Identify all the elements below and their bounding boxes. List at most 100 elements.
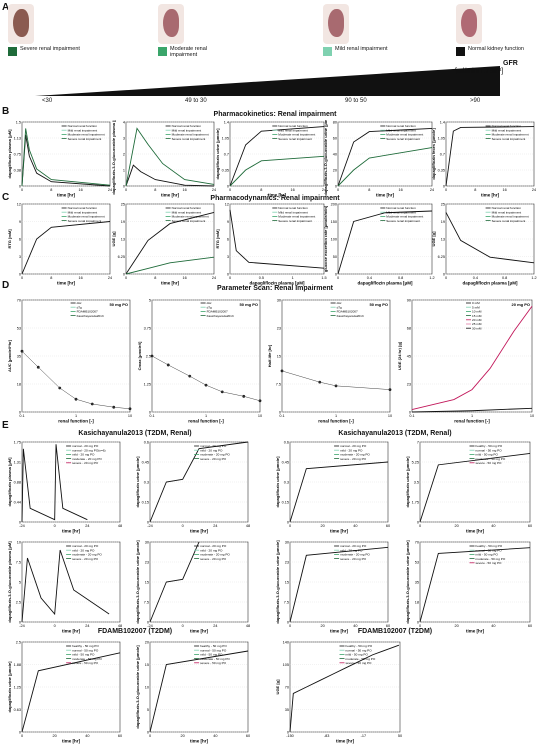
x-tick-label: 0.1: [279, 414, 284, 418]
legend-label: mild - 50 mg PO: [72, 653, 95, 657]
series-line: [149, 541, 200, 623]
legend-label: Kasichayanula2013: [77, 314, 104, 318]
legend-label: Moderate renal impairment: [172, 133, 209, 137]
gfr-range-normal: >90: [470, 98, 481, 104]
y-tick-label: 0: [227, 273, 229, 277]
x-tick-label: 0: [21, 276, 23, 280]
legend-label: Mild renal impairment: [492, 128, 522, 132]
series-line: [411, 407, 533, 413]
legend-label: FDAMB102007: [77, 310, 98, 314]
y-tick-label: 80: [333, 121, 337, 125]
y-tick-label: 0: [443, 185, 445, 189]
panel-e-title-1: Kasichayanula2013 (T2DM, Renal): [78, 430, 192, 437]
stage-label: Severe renal impairment: [20, 46, 80, 52]
gfr-range-moderate: 49 to 30: [185, 98, 207, 104]
x-tick-label: 8: [260, 188, 262, 192]
x-axis-label: dapagliflozin plasma [μM]: [462, 281, 518, 286]
legend-label: 10 mM: [472, 310, 482, 314]
series-line: [125, 256, 215, 275]
y-tick-label: 0.3: [284, 481, 289, 485]
legend-label: Moderate renal impairment: [492, 215, 529, 219]
y-axis-label: dapagliflozin-3-O-glucuronide urine [μmo…: [324, 120, 328, 196]
x-tick-label: 48: [246, 624, 250, 628]
x-axis-label: time [hr]: [190, 629, 209, 634]
dose-annotation: 50 mg PO: [370, 302, 388, 307]
x-tick-label: 1: [75, 414, 77, 418]
x-axis-label: time [hr]: [376, 193, 395, 198]
stage-color-swatch: [8, 47, 17, 56]
kidney-illustration: [158, 4, 184, 44]
y-tick-label: 25: [441, 203, 445, 207]
legend-label: Normal renal function: [68, 206, 98, 210]
y-tick-label: 20: [145, 641, 149, 645]
data-point: [388, 388, 392, 391]
y-tick-label: 0: [287, 731, 289, 735]
y-tick-label: 105: [283, 663, 289, 667]
y-axis-label: dapagliflozin-3-O-glucuronide urine [μmo…: [276, 540, 280, 624]
x-tick-label: 48: [118, 524, 122, 528]
x-tick-label: 1.2: [429, 276, 434, 280]
series-line: [411, 305, 533, 410]
x-axis-label: time [hr]: [330, 629, 349, 634]
kidney-icon: [328, 9, 344, 37]
series-line: [445, 126, 535, 187]
legend-label: Normal renal function: [386, 206, 416, 210]
chart-e-24: 0 35 70 105 140 -150 -83 -17 50 time [hr] UGE [g] h…: [276, 641, 402, 744]
x-tick-label: 0: [289, 624, 291, 628]
y-tick-label: 5.25: [412, 461, 419, 465]
x-tick-label: 0.4: [473, 276, 478, 280]
y-tick-label: 23: [277, 327, 281, 331]
x-tick-label: 8: [368, 188, 370, 192]
series-line: [125, 127, 215, 187]
y-tick-label: 9: [227, 220, 229, 224]
y-tick-label: 3.5: [414, 481, 419, 485]
y-tick-label: 0: [417, 521, 419, 525]
legend-label: normal - 20 mg PO: [340, 544, 367, 548]
x-tick-label: 24: [532, 188, 536, 192]
y-tick-label: 30: [277, 299, 281, 303]
y-tick-label: 13: [441, 238, 445, 242]
x-tick-label: 1: [471, 414, 473, 418]
y-tick-label: 15: [145, 663, 149, 667]
x-tick-label: 24: [322, 188, 326, 192]
y-tick-label: 0: [335, 273, 337, 277]
y-tick-label: 9: [19, 220, 21, 224]
legend-label: Mild renal impairment: [278, 128, 308, 132]
legend-label: moderate - 50 mg PO: [476, 557, 506, 561]
series-line: [289, 546, 389, 623]
y-tick-label: 5: [149, 299, 151, 303]
y-axis-label: dapagliflozin-3-O-glucuronide urine [μmo…: [406, 540, 410, 624]
y-axis-label: dapagliflozin plasma [μM]: [8, 457, 12, 507]
y-tick-label: 6.25: [118, 255, 125, 259]
kidney-icon: [13, 9, 29, 37]
x-tick-label: 24: [108, 276, 112, 280]
legend-label: Mild renal impairment: [68, 210, 98, 214]
kidney-icon: [461, 9, 477, 37]
series-line: [337, 147, 433, 187]
legend-label: mild - 20 mg PO: [72, 548, 95, 552]
x-tick-label: 16: [79, 188, 83, 192]
legend-label: Severe renal impairment: [386, 219, 420, 223]
x-tick-label: 10: [128, 414, 132, 418]
x-tick-label: 0: [229, 188, 231, 192]
y-axis-label: UGE [g]: [432, 231, 436, 247]
legend-label: Severe renal impairment: [172, 219, 206, 223]
y-tick-label: 1.25: [144, 383, 151, 387]
legend-label: normal - 20 mg PO: [72, 544, 99, 548]
x-tick-label: 24: [85, 524, 89, 528]
x-tick-label: 48: [118, 624, 122, 628]
legend-label: Kasichayanula2013: [337, 314, 364, 318]
x-tick-label: 16: [183, 188, 187, 192]
x-tick-label: 40: [353, 524, 357, 528]
legend-label: healthy - 50 mg PO: [476, 544, 503, 548]
gfr-unit: [ml/min/1.73m²]: [455, 68, 504, 75]
y-tick-label: 70: [285, 686, 289, 690]
x-tick-label: 0: [182, 524, 184, 528]
x-tick-label: 20: [455, 524, 459, 528]
kidney-illustration: [323, 4, 349, 44]
y-tick-label: 1.75: [14, 441, 21, 445]
